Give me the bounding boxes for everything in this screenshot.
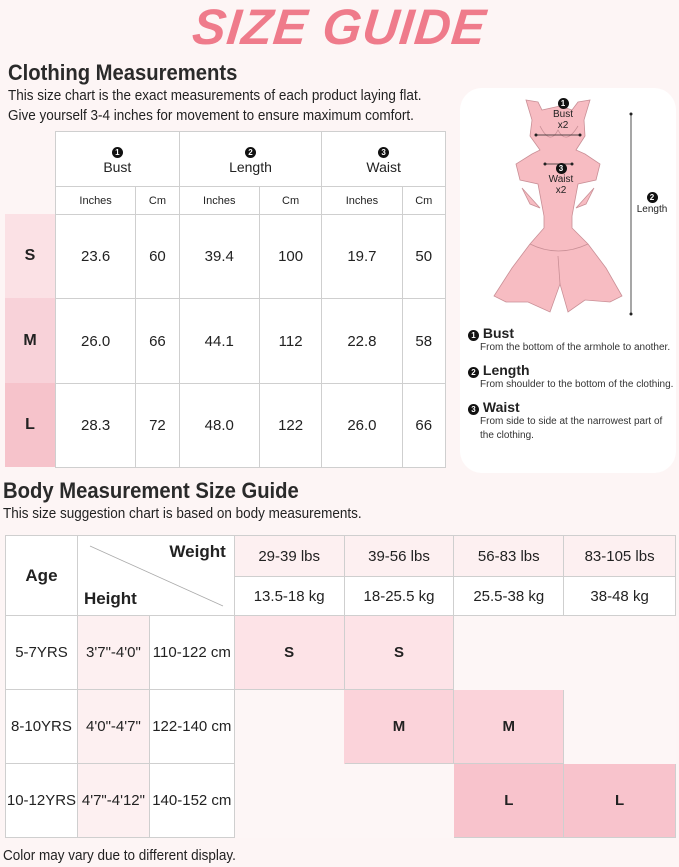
- footer-note: Color may vary due to different display.: [3, 847, 236, 864]
- waist-marker: 3 Waist x2: [548, 163, 574, 196]
- empty-cell: [234, 689, 345, 764]
- cell: 19.7: [321, 214, 403, 299]
- weight-lbs: 56-83 lbs: [453, 535, 565, 577]
- height-ft-cell: 4'7"-4'12": [76, 763, 150, 838]
- cell: 44.1: [178, 298, 260, 384]
- size-cell: L: [563, 763, 676, 838]
- age-header: Age: [5, 535, 78, 616]
- height-ft-cell: 3'7"-4'0": [76, 615, 150, 690]
- height-ft-cell: 4'0"-4'7": [76, 689, 150, 764]
- length-marker: 2 Length: [636, 192, 668, 215]
- page-title: SIZE GUIDE: [189, 0, 490, 55]
- size-cell: M: [343, 689, 455, 764]
- col-header-waist: 3 Waist: [321, 131, 446, 187]
- cell: 100: [258, 214, 323, 299]
- table-row: 28.3 72 48.0 122 26.0 66: [54, 383, 447, 468]
- weight-kg: 25.5-38 kg: [453, 576, 565, 616]
- cell: 22.8: [321, 298, 403, 384]
- size-cell: S: [343, 615, 455, 690]
- col-header-bust: 1 Bust: [55, 131, 180, 187]
- table-row: 8-10YRS 4'0"-4'7" 122-140 cm M M: [5, 689, 676, 764]
- cell: 66: [135, 298, 180, 384]
- cell: 26.0: [321, 383, 403, 468]
- empty-cell: [453, 615, 564, 690]
- age-cell: 8-10YRS: [5, 689, 78, 764]
- cell: 50: [401, 214, 447, 299]
- size-label-l: L: [5, 383, 55, 467]
- unit-inches: Inches: [178, 186, 260, 215]
- weight-lbs: 39-56 lbs: [343, 535, 455, 577]
- size-cell: L: [453, 763, 565, 838]
- weight-lbs: 83-105 lbs: [563, 535, 676, 577]
- cell: 66: [401, 383, 447, 468]
- height-cm-cell: 122-140 cm: [148, 689, 235, 764]
- cell: 23.6: [54, 214, 137, 299]
- cell: 58: [401, 298, 447, 384]
- table-row: 5-7YRS 3'7"-4'0" 110-122 cm S S: [5, 615, 676, 690]
- body-heading: Body Measurement Size Guide: [3, 478, 299, 503]
- unit-cm: Cm: [258, 186, 323, 215]
- weight-kg: 38-48 kg: [563, 576, 676, 616]
- table-row: 23.6 60 39.4 100 19.7 50: [54, 214, 447, 299]
- cell: 26.0: [54, 298, 137, 384]
- height-cm-cell: 140-152 cm: [148, 763, 235, 838]
- weight-lbs: 29-39 lbs: [233, 535, 345, 577]
- weight-kg: 18-25.5 kg: [343, 576, 455, 616]
- legend-waist: 3 Waist From side to side at the narrowes…: [468, 399, 673, 443]
- cell: 28.3: [54, 383, 137, 468]
- bust-marker: 1 Bust x2: [552, 98, 573, 131]
- empty-cell: [344, 763, 454, 838]
- cell: 122: [258, 383, 323, 468]
- height-cm-cell: 110-122 cm: [148, 615, 235, 690]
- age-cell: 10-12YRS: [5, 763, 78, 838]
- col-header-length: 2 Length: [178, 131, 323, 187]
- size-label-m: M: [5, 298, 55, 383]
- size-cell: M: [453, 689, 565, 764]
- empty-cell: [563, 615, 676, 690]
- size-label-s: S: [5, 214, 55, 298]
- unit-inches: Inches: [54, 186, 137, 215]
- unit-cm: Cm: [135, 186, 180, 215]
- legend-bust: 1 Bust From the bottom of the armhole to …: [468, 325, 670, 355]
- cell: 112: [258, 298, 323, 384]
- age-cell: 5-7YRS: [5, 615, 78, 690]
- cell: 48.0: [178, 383, 260, 468]
- unit-cm: Cm: [401, 186, 447, 215]
- measurement-diagram-card: 1 Bust x2 3 Waist x2 2 Length 1 Bust From the …: [460, 88, 676, 473]
- clothing-heading: Clothing Measurements: [8, 60, 238, 85]
- empty-cell: [234, 763, 345, 838]
- cell: 60: [135, 214, 180, 299]
- size-cell: S: [233, 615, 345, 690]
- weight-kg: 13.5-18 kg: [233, 576, 345, 616]
- body-desc: This size suggestion chart is based on b…: [3, 505, 362, 522]
- unit-inches: Inches: [321, 186, 403, 215]
- table-row: 26.0 66 44.1 112 22.8 58: [54, 298, 447, 384]
- empty-cell: [563, 689, 676, 764]
- weight-height-header: Weight Height: [76, 535, 235, 616]
- clothing-desc-2: Give yourself 3-4 inches for movement to…: [8, 107, 414, 124]
- body-size-table: Age Weight Height 29-39 lbs 39-56 lbs 56…: [5, 535, 676, 838]
- clothing-measurements-table: 1 Bust 2 Length 3 Waist Inches Cm Inches Cm…: [54, 131, 447, 468]
- cell: 39.4: [178, 214, 260, 299]
- table-row: 10-12YRS 4'7"-4'12" 140-152 cm L L: [5, 763, 676, 838]
- legend-length: 2 Length From shoulder to the bottom of t…: [468, 362, 673, 392]
- clothing-desc-1: This size chart is the exact measurement…: [8, 87, 422, 104]
- cell: 72: [135, 383, 180, 468]
